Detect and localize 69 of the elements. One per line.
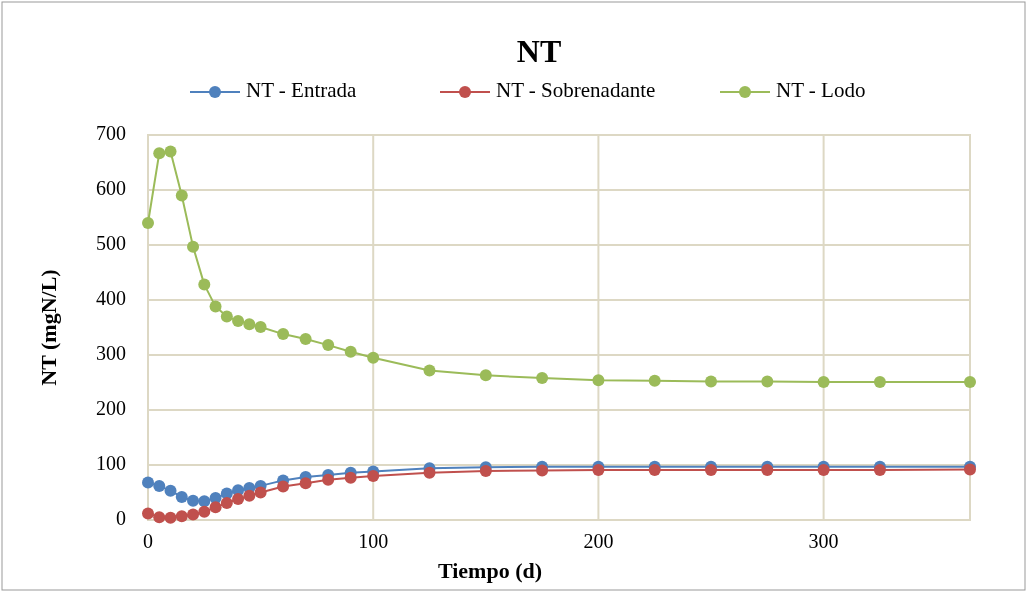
point bbox=[536, 372, 549, 385]
point bbox=[277, 328, 290, 341]
point bbox=[344, 471, 357, 484]
y-tick-label: 200 bbox=[96, 396, 126, 419]
legend-label: NT - Sobrenadante bbox=[496, 77, 656, 102]
point bbox=[322, 473, 335, 486]
point bbox=[198, 278, 211, 291]
point bbox=[817, 375, 830, 388]
point bbox=[164, 511, 177, 524]
x-axis-title: Tiempo (d) bbox=[437, 558, 543, 583]
y-tick-label: 400 bbox=[96, 286, 126, 309]
point bbox=[220, 310, 233, 323]
point bbox=[367, 351, 380, 364]
point bbox=[322, 339, 335, 352]
point bbox=[164, 484, 177, 497]
point bbox=[175, 490, 188, 503]
point bbox=[220, 496, 233, 509]
point bbox=[479, 369, 492, 382]
x-tick-label: 200 bbox=[583, 530, 614, 552]
point bbox=[142, 217, 154, 229]
x-tick-label: 0 bbox=[143, 530, 153, 552]
point bbox=[243, 318, 256, 331]
point bbox=[187, 508, 200, 521]
chart-title: NT bbox=[516, 33, 562, 69]
point bbox=[344, 345, 357, 358]
point bbox=[142, 476, 154, 489]
point bbox=[198, 495, 211, 508]
legend-label: NT - Lodo bbox=[776, 77, 866, 102]
point bbox=[873, 375, 886, 388]
point bbox=[153, 479, 166, 492]
y-tick-label: 500 bbox=[96, 231, 126, 254]
legend-label: NT - Entrada bbox=[246, 77, 358, 102]
point bbox=[299, 333, 312, 346]
point bbox=[142, 507, 154, 520]
point bbox=[243, 489, 256, 502]
x-tick-label: 100 bbox=[358, 530, 389, 552]
point bbox=[277, 480, 290, 493]
point bbox=[367, 470, 380, 482]
y-tick-label: 600 bbox=[96, 176, 126, 199]
point bbox=[164, 145, 177, 158]
point bbox=[964, 375, 976, 388]
point bbox=[232, 493, 245, 506]
y-tick-label: 300 bbox=[96, 341, 126, 364]
point bbox=[254, 320, 267, 333]
point bbox=[761, 375, 774, 388]
point bbox=[648, 374, 661, 387]
point bbox=[209, 300, 222, 313]
point bbox=[153, 511, 166, 524]
y-tick-label: 700 bbox=[96, 121, 126, 144]
y-axis-title: NT (mgN/L) bbox=[36, 269, 61, 386]
point bbox=[153, 147, 166, 160]
point bbox=[254, 486, 267, 499]
point bbox=[592, 374, 605, 387]
point bbox=[187, 240, 200, 253]
point bbox=[423, 364, 436, 377]
y-tick-label: 100 bbox=[96, 451, 126, 474]
point bbox=[198, 505, 211, 518]
x-tick-label: 300 bbox=[808, 530, 839, 552]
point bbox=[299, 477, 312, 490]
point bbox=[175, 510, 188, 523]
point bbox=[423, 466, 436, 479]
point bbox=[232, 314, 245, 327]
point bbox=[187, 494, 200, 507]
y-tick-label: 0 bbox=[116, 506, 126, 529]
point bbox=[175, 189, 188, 202]
point bbox=[479, 465, 492, 478]
point bbox=[536, 464, 549, 477]
point bbox=[705, 375, 718, 388]
point bbox=[209, 501, 222, 514]
